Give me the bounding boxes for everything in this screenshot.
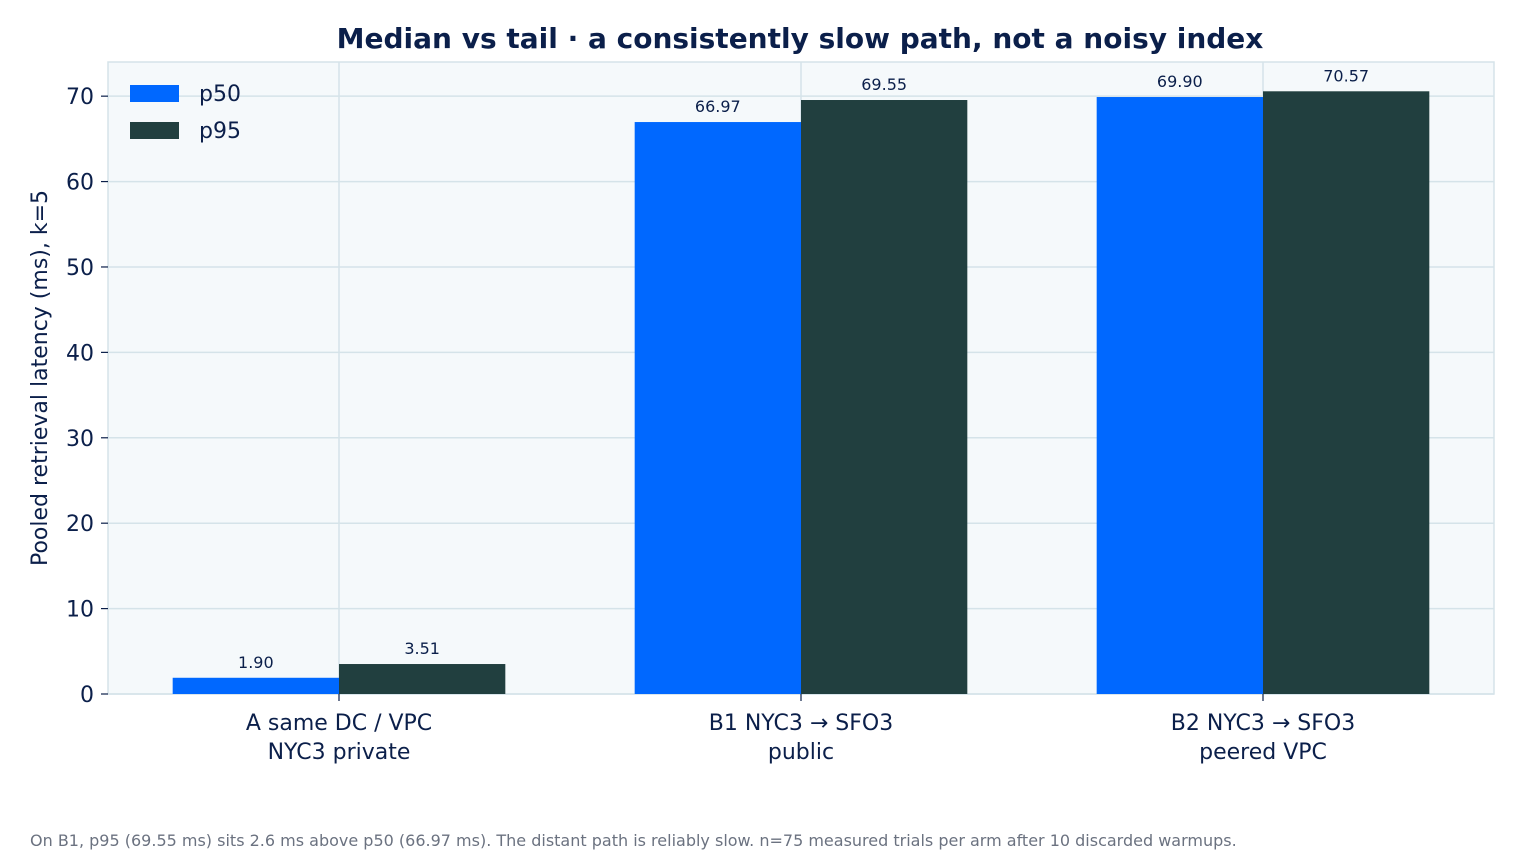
category-label: B2 NYC3 → SFO3 bbox=[1171, 711, 1356, 736]
bar-value-label: 66.97 bbox=[695, 97, 741, 116]
bar-p95 bbox=[339, 664, 506, 694]
data-labels: 1.90 66.97 69.90 3.51 69.55 70.57 bbox=[238, 66, 1369, 671]
x-axis: A same DC / VPC NYC3 private B1 NYC3 → SFO… bbox=[246, 694, 1355, 765]
bar-p95 bbox=[1263, 91, 1430, 694]
bar-p95 bbox=[801, 100, 968, 695]
bar-p50 bbox=[634, 122, 801, 695]
bars bbox=[172, 91, 1430, 695]
y-axis-title: Pooled retrieval latency (ms), k=5 bbox=[28, 190, 53, 566]
y-axis: 0 10 20 30 40 50 60 70 bbox=[66, 85, 108, 708]
footnote: On B1, p95 (69.55 ms) sits 2.6 ms above … bbox=[30, 831, 1237, 850]
legend-swatch-p50 bbox=[130, 85, 179, 102]
category-label: public bbox=[768, 740, 834, 765]
category-label: B1 NYC3 → SFO3 bbox=[709, 711, 894, 736]
y-tick-label: 30 bbox=[66, 427, 94, 452]
category-label: A same DC / VPC bbox=[246, 711, 432, 736]
bar-p50 bbox=[172, 677, 339, 694]
y-tick-label: 0 bbox=[80, 683, 94, 708]
y-tick-label: 20 bbox=[66, 512, 94, 537]
y-tick-label: 70 bbox=[66, 85, 94, 110]
y-tick-label: 40 bbox=[66, 341, 94, 366]
legend-label-p95: p95 bbox=[199, 119, 241, 144]
legend-swatch-p95 bbox=[130, 122, 179, 139]
y-tick-label: 60 bbox=[66, 171, 94, 196]
y-tick-label: 10 bbox=[66, 598, 94, 623]
bar-p50 bbox=[1096, 97, 1263, 694]
bar-value-label: 70.57 bbox=[1323, 66, 1369, 85]
bar-value-label: 69.90 bbox=[1157, 72, 1203, 91]
chart-title: Median vs tail · a consistently slow pat… bbox=[337, 22, 1264, 55]
bar-value-label: 1.90 bbox=[238, 653, 274, 672]
y-tick-label: 50 bbox=[66, 256, 94, 281]
legend-label-p50: p50 bbox=[199, 82, 241, 107]
category-label: NYC3 private bbox=[268, 740, 411, 765]
bar-value-label: 69.55 bbox=[861, 75, 907, 94]
bar-value-label: 3.51 bbox=[404, 639, 440, 658]
category-label: peered VPC bbox=[1199, 740, 1327, 765]
